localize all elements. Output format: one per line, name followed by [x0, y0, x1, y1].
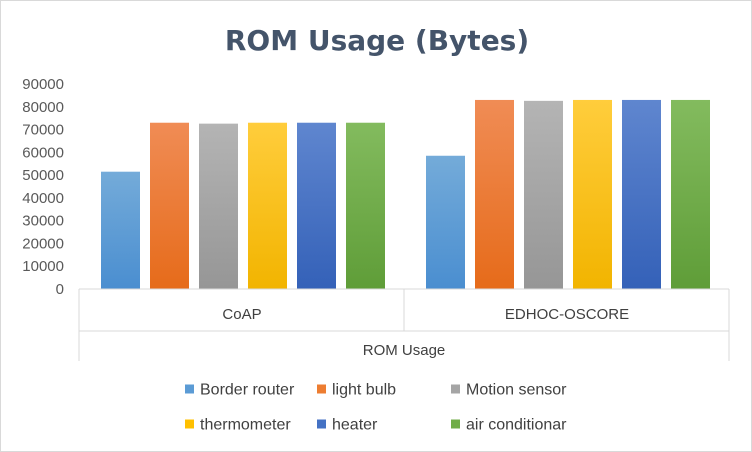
legend-swatch: [317, 419, 326, 429]
category-label-coap: CoAP: [222, 306, 261, 323]
legend: Border router light bulb Motion sensor ther…: [185, 382, 567, 434]
y-tick-label: 30000: [22, 213, 64, 230]
bar-motion-sensor-coap: [199, 123, 238, 289]
legend-label: thermometer: [200, 417, 291, 434]
legend-label: heater: [332, 417, 378, 434]
category-labels: CoAP EDHOC-OSCORE ROM Usage: [222, 306, 629, 359]
bar-air-conditionar-coap: [346, 122, 385, 289]
legend-swatch: [451, 384, 460, 394]
legend-label: Border router: [200, 382, 295, 399]
bars: [101, 99, 710, 289]
y-tick-label: 60000: [22, 144, 64, 161]
y-tick-label: 70000: [22, 122, 64, 139]
bar-air-conditionar-edhoc-oscore: [671, 99, 710, 289]
legend-swatch: [185, 384, 194, 394]
y-tick-label: 40000: [22, 190, 64, 207]
y-tick-label: 50000: [22, 167, 64, 184]
y-tick-label: 90000: [22, 76, 64, 93]
x-axis: [78, 288, 730, 361]
bar-light-bulb-coap: [150, 122, 189, 289]
legend-swatch: [451, 419, 460, 429]
y-tick-label: 10000: [22, 258, 64, 275]
legend-label: Motion sensor: [466, 382, 567, 399]
bar-border-router-coap: [101, 171, 140, 289]
chart-title: ROM Usage (Bytes): [225, 24, 529, 57]
legend-swatch: [185, 419, 194, 429]
bar-thermometer-edhoc-oscore: [573, 99, 612, 289]
legend-label: air conditionar: [466, 417, 567, 434]
bar-border-router-edhoc-oscore: [426, 155, 465, 289]
bar-heater-edhoc-oscore: [622, 99, 661, 289]
y-tick-label: 80000: [22, 99, 64, 116]
legend-label: light bulb: [332, 382, 396, 399]
y-tick-label: 0: [56, 281, 64, 298]
bar-motion-sensor-edhoc-oscore: [524, 100, 563, 289]
bar-thermometer-coap: [248, 122, 287, 289]
legend-swatch: [317, 384, 326, 394]
y-axis-ticks: 0 10000 20000 30000 40000 50000 60000 70000 8000…: [22, 76, 64, 298]
y-tick-label: 20000: [22, 235, 64, 252]
bar-light-bulb-edhoc-oscore: [475, 99, 514, 289]
bar-heater-coap: [297, 122, 336, 289]
category-label-edhoc-oscore: EDHOC-OSCORE: [505, 306, 629, 323]
group-label: ROM Usage: [363, 342, 446, 359]
